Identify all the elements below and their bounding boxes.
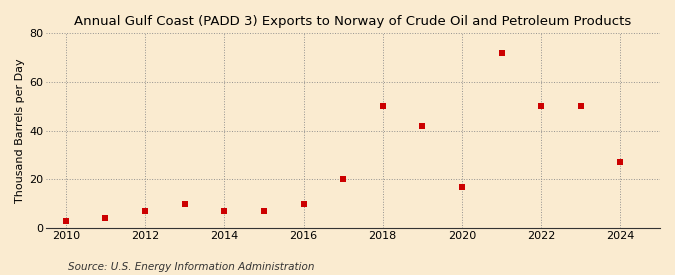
Point (456, 185, 467, 189)
Title: Annual Gulf Coast (PADD 3) Exports to Norway of Crude Oil and Petroleum Products: Annual Gulf Coast (PADD 3) Exports to No… (74, 15, 632, 28)
Point (496, 51, 507, 55)
Point (100, 216, 111, 221)
Point (298, 202, 309, 206)
Point (417, 123, 428, 128)
Point (575, 104, 586, 109)
Point (377, 104, 388, 109)
Y-axis label: Thousand Barrels per Day: Thousand Barrels per Day (15, 58, 25, 203)
Point (219, 209, 230, 213)
Point (338, 177, 348, 182)
Point (536, 104, 547, 109)
Point (61, 218, 72, 223)
Point (140, 209, 151, 213)
Point (259, 209, 269, 213)
Point (615, 160, 626, 164)
Text: Source: U.S. Energy Information Administration: Source: U.S. Energy Information Administ… (68, 262, 314, 272)
Point (180, 202, 190, 206)
